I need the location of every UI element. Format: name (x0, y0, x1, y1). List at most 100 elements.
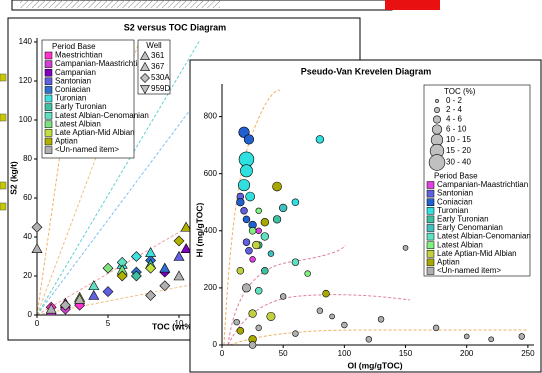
marker (130, 270, 142, 282)
well-legend-title: Well (146, 41, 162, 50)
x-tick-label: 150 (399, 349, 413, 358)
point (248, 309, 257, 318)
x-tick-label: 10 (175, 319, 184, 328)
legend-swatch (426, 258, 435, 267)
y-axis-label: S2 (kg/t) (8, 161, 18, 195)
well-swatch (139, 50, 151, 60)
legend-label: Early Cenomanian (437, 223, 503, 232)
yellow-mark (0, 181, 7, 190)
legend-swatch (44, 146, 53, 154)
point (488, 336, 494, 343)
size-legend-label: 4 - 6 (446, 115, 463, 124)
legend-swatch (426, 232, 435, 241)
yellow-mark (0, 73, 7, 82)
yellow-mark (0, 202, 7, 211)
point (365, 336, 373, 343)
size-legend-label: 15 - 20 (446, 146, 471, 155)
background (0, 0, 440, 211)
point (304, 270, 311, 277)
size-legend-label: 0 - 2 (446, 96, 463, 105)
point (255, 207, 262, 214)
legend-title: Period Base (52, 42, 96, 51)
point (236, 326, 245, 335)
legend-label: Campanian-Maastrichtian (437, 180, 528, 189)
point (316, 307, 324, 314)
chart-title: S2 versus TOC Diagram (124, 22, 226, 32)
marker (145, 246, 157, 257)
well-legend-label: 959D (151, 84, 170, 93)
x-tick-label: 0 (220, 349, 225, 358)
legend-label: Latest Albian (55, 119, 101, 128)
points (31, 221, 192, 316)
marker (74, 293, 86, 304)
legend-swatch (44, 120, 53, 129)
y-tick-label: 200 (204, 283, 218, 292)
marker (145, 290, 157, 301)
y-tick-label: 600 (204, 169, 218, 178)
marker (180, 243, 192, 253)
marker (180, 221, 192, 232)
size-swatch (431, 124, 443, 135)
legend-label: Early Turonian (437, 215, 489, 224)
point (329, 313, 335, 320)
marker (31, 243, 43, 253)
legend-label: Aptian (55, 137, 78, 146)
legend-swatch (426, 224, 435, 232)
y-tick-label: 80 (23, 154, 32, 163)
point (236, 198, 245, 207)
legend-box (423, 84, 531, 277)
size-swatch (434, 107, 440, 113)
well-swatch (140, 73, 150, 83)
size-legend-label: 2 - 4 (446, 105, 463, 114)
legend-swatch (426, 250, 435, 258)
marker (159, 280, 171, 292)
marker (159, 262, 171, 273)
point (243, 134, 255, 145)
point (255, 227, 262, 234)
legend-swatch (426, 198, 435, 206)
legend-swatch (44, 51, 53, 60)
y-tick-label: 100 (19, 115, 33, 124)
size-legend-label: 6 - 10 (446, 125, 467, 134)
reference-curve (227, 294, 411, 346)
point (233, 318, 240, 326)
legend-box (41, 39, 135, 159)
marker (88, 280, 100, 291)
reference-curve (36, 39, 141, 316)
chart-title: Pseudo-Van Krevelen Diagram (301, 66, 432, 76)
point (518, 333, 525, 340)
legend-swatch (44, 129, 53, 137)
point (272, 181, 282, 192)
legend-label: Maestrichtian (55, 51, 103, 60)
marker (173, 235, 185, 247)
point (432, 324, 440, 332)
point (236, 267, 245, 275)
size-legend-label: 10 - 15 (446, 135, 471, 144)
y-tick-label: 140 (19, 37, 33, 46)
legend-swatch (44, 86, 53, 94)
marker (130, 251, 142, 262)
legend-swatch (426, 267, 435, 275)
marker (59, 299, 71, 311)
well-swatch (139, 61, 151, 71)
point (260, 232, 269, 241)
size-legend-label: 30 - 40 (446, 158, 471, 167)
legend-swatch (44, 137, 53, 146)
y-axis-label: HI (mg/gTOC) (194, 203, 204, 258)
point (245, 247, 253, 255)
legend: Period BaseMaestrichtianCampanian-Maastr… (41, 39, 149, 159)
legend-swatch (44, 111, 53, 120)
y-tick-label: 800 (204, 112, 218, 121)
point (255, 324, 262, 332)
reference-curve (36, 109, 191, 316)
legend-label: Turonian (55, 94, 86, 103)
y-tick-label: 20 (23, 271, 32, 280)
y-tick-label: 0 (28, 310, 33, 319)
legend-label: <Un-named item> (437, 266, 501, 275)
point (279, 203, 288, 213)
legend-label: <Un-named item> (55, 145, 119, 154)
reference-curve (36, 219, 201, 316)
